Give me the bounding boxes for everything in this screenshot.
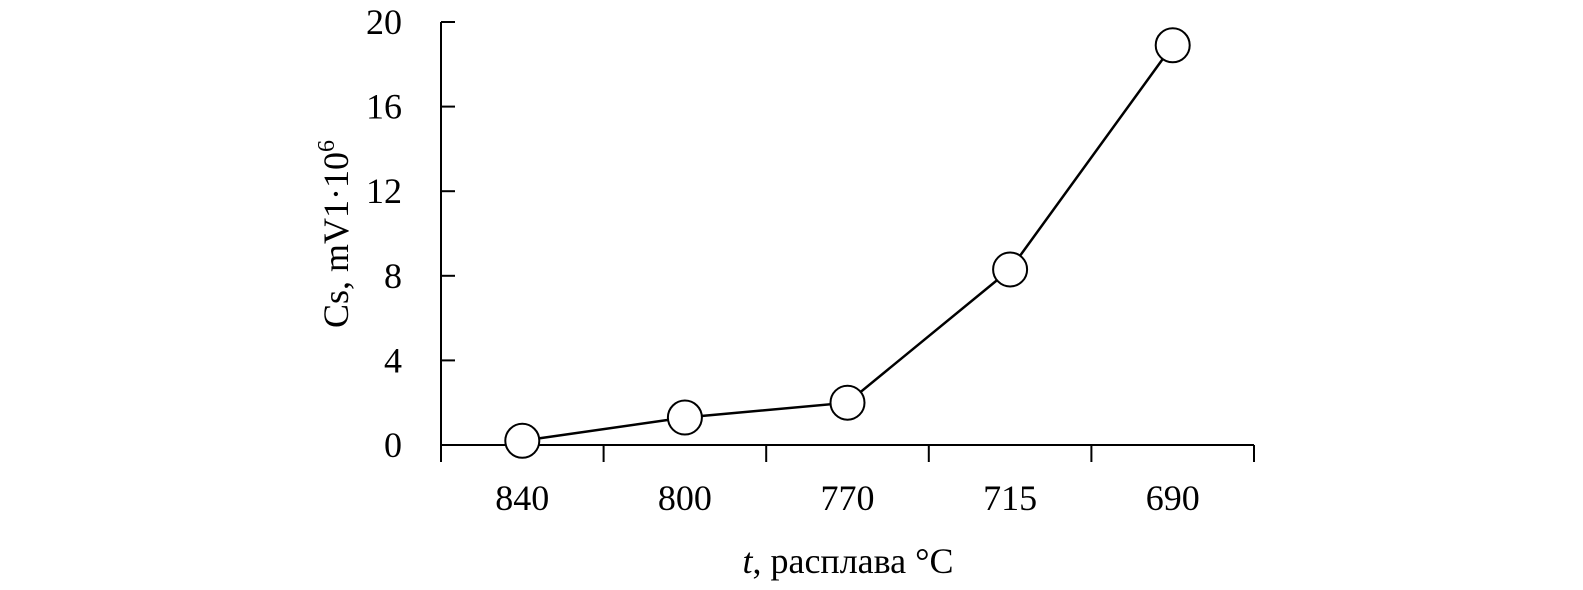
x-tick-label: 770 [821,478,875,518]
x-axis-label: t, расплава °C [742,541,953,581]
x-tick-label: 800 [658,478,712,518]
y-tick-label: 0 [384,425,402,465]
x-tick-label: 840 [495,478,549,518]
series-line [522,44,1174,443]
x-tick-label: 690 [1146,478,1200,518]
x-tick-label: 715 [983,478,1037,518]
data-point [666,399,703,436]
y-tick-label: 4 [384,340,402,380]
y-tick-label: 16 [366,87,402,127]
y-axis-label: Cs, mV1·106 [314,140,356,328]
data-point [504,422,541,459]
y-tick-label: 12 [366,171,402,211]
axes [440,22,1254,462]
data-point [1154,27,1191,64]
data-point [829,384,866,421]
y-tick-label: 20 [366,2,402,42]
data-point [992,251,1029,288]
y-tick-label: 8 [384,256,402,296]
